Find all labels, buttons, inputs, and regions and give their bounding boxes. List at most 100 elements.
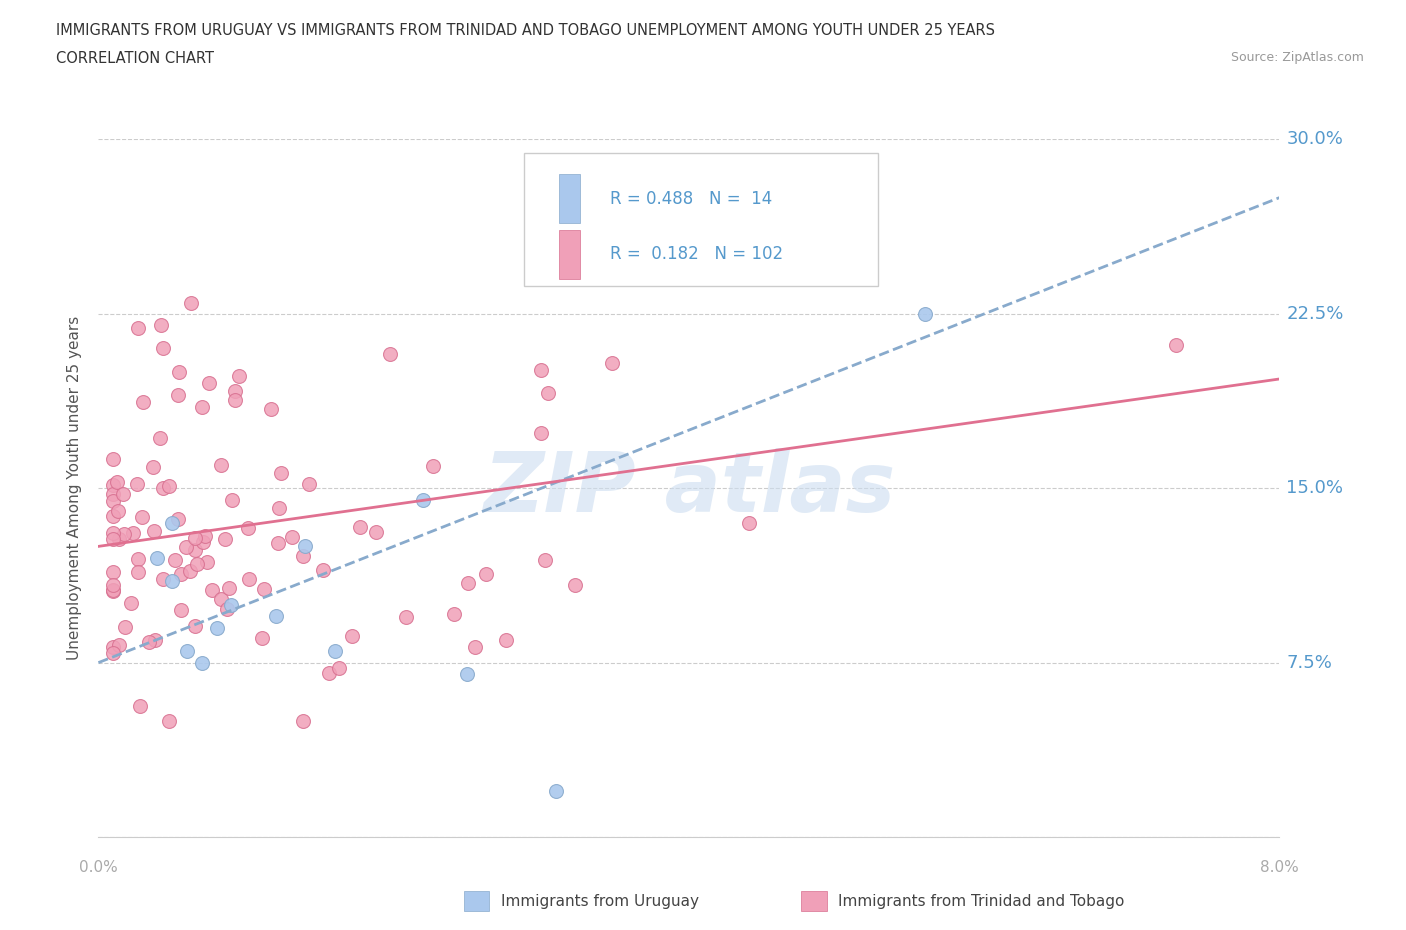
- Point: [209, 591, 232, 606]
- Point: [127, 551, 149, 566]
- FancyBboxPatch shape: [523, 153, 877, 286]
- Point: [162, 574, 183, 589]
- Point: [422, 458, 444, 473]
- Point: [201, 583, 224, 598]
- Point: [264, 609, 287, 624]
- Point: [112, 526, 135, 541]
- Point: [157, 713, 180, 728]
- Text: IMMIGRANTS FROM URUGUAY VS IMMIGRANTS FROM TRINIDAD AND TOBAGO UNEMPLOYMENT AMON: IMMIGRANTS FROM URUGUAY VS IMMIGRANTS FR…: [56, 23, 995, 38]
- Point: [291, 549, 314, 564]
- Point: [103, 578, 124, 592]
- Point: [267, 536, 290, 551]
- Point: [270, 466, 292, 481]
- Text: Immigrants from Uruguay: Immigrants from Uruguay: [501, 894, 699, 909]
- Point: [103, 452, 124, 467]
- Point: [169, 602, 191, 617]
- Point: [215, 602, 238, 617]
- Point: [318, 665, 340, 680]
- Point: [602, 355, 624, 370]
- Point: [456, 667, 478, 682]
- Point: [114, 620, 136, 635]
- Point: [149, 431, 172, 445]
- Point: [395, 610, 418, 625]
- Point: [281, 530, 304, 545]
- Point: [103, 639, 124, 654]
- Point: [412, 493, 434, 508]
- Point: [176, 644, 198, 658]
- Point: [197, 554, 219, 569]
- Point: [564, 578, 586, 592]
- Point: [253, 581, 276, 596]
- Point: [198, 376, 221, 391]
- Point: [107, 503, 129, 518]
- Point: [340, 629, 363, 644]
- Point: [260, 402, 283, 417]
- Point: [252, 631, 274, 646]
- Text: Immigrants from Trinidad and Tobago: Immigrants from Trinidad and Tobago: [838, 894, 1125, 909]
- Point: [238, 572, 260, 587]
- Point: [443, 607, 465, 622]
- Point: [103, 583, 124, 598]
- Point: [120, 596, 142, 611]
- Text: ZIP atlas: ZIP atlas: [482, 447, 896, 529]
- Point: [366, 525, 388, 539]
- Point: [103, 583, 124, 598]
- Point: [127, 565, 149, 580]
- Point: [129, 698, 152, 713]
- Y-axis label: Unemployment Among Youth under 25 years: Unemployment Among Youth under 25 years: [67, 316, 83, 660]
- Point: [108, 531, 131, 546]
- Text: 30.0%: 30.0%: [1286, 130, 1343, 149]
- Point: [167, 365, 190, 379]
- Point: [152, 341, 174, 356]
- Text: Source: ZipAtlas.com: Source: ZipAtlas.com: [1230, 51, 1364, 64]
- Point: [218, 580, 240, 595]
- Point: [530, 426, 553, 441]
- Point: [311, 562, 333, 577]
- Point: [349, 519, 371, 534]
- Point: [378, 347, 401, 362]
- FancyBboxPatch shape: [560, 174, 581, 223]
- Point: [228, 368, 250, 383]
- Point: [174, 539, 197, 554]
- Point: [738, 515, 761, 530]
- Text: 15.0%: 15.0%: [1286, 479, 1344, 498]
- Point: [191, 535, 214, 550]
- Point: [103, 478, 124, 493]
- Point: [294, 539, 316, 554]
- Point: [457, 576, 479, 591]
- Point: [191, 655, 214, 670]
- Point: [914, 307, 936, 322]
- Point: [170, 566, 193, 581]
- Point: [131, 510, 153, 525]
- Point: [105, 474, 128, 489]
- Point: [167, 388, 190, 403]
- Point: [103, 494, 124, 509]
- Point: [537, 386, 560, 401]
- Point: [167, 512, 190, 526]
- Point: [103, 565, 124, 579]
- FancyBboxPatch shape: [560, 230, 581, 279]
- Text: CORRELATION CHART: CORRELATION CHART: [56, 51, 214, 66]
- Text: 22.5%: 22.5%: [1286, 305, 1344, 323]
- Point: [108, 637, 131, 652]
- Text: 8.0%: 8.0%: [1260, 860, 1299, 875]
- Point: [145, 632, 167, 647]
- Point: [184, 542, 207, 557]
- Point: [103, 532, 124, 547]
- Point: [1164, 338, 1187, 352]
- Point: [194, 529, 217, 544]
- Point: [180, 296, 202, 311]
- Point: [186, 556, 208, 571]
- Text: R =  0.182   N = 102: R = 0.182 N = 102: [610, 246, 783, 263]
- Point: [179, 564, 201, 578]
- Point: [103, 486, 124, 501]
- Text: 0.0%: 0.0%: [79, 860, 118, 875]
- Point: [131, 394, 153, 409]
- Point: [269, 500, 291, 515]
- Point: [103, 509, 124, 524]
- Point: [224, 383, 246, 398]
- Point: [142, 459, 165, 474]
- Point: [495, 632, 517, 647]
- Point: [163, 552, 186, 567]
- Point: [191, 400, 214, 415]
